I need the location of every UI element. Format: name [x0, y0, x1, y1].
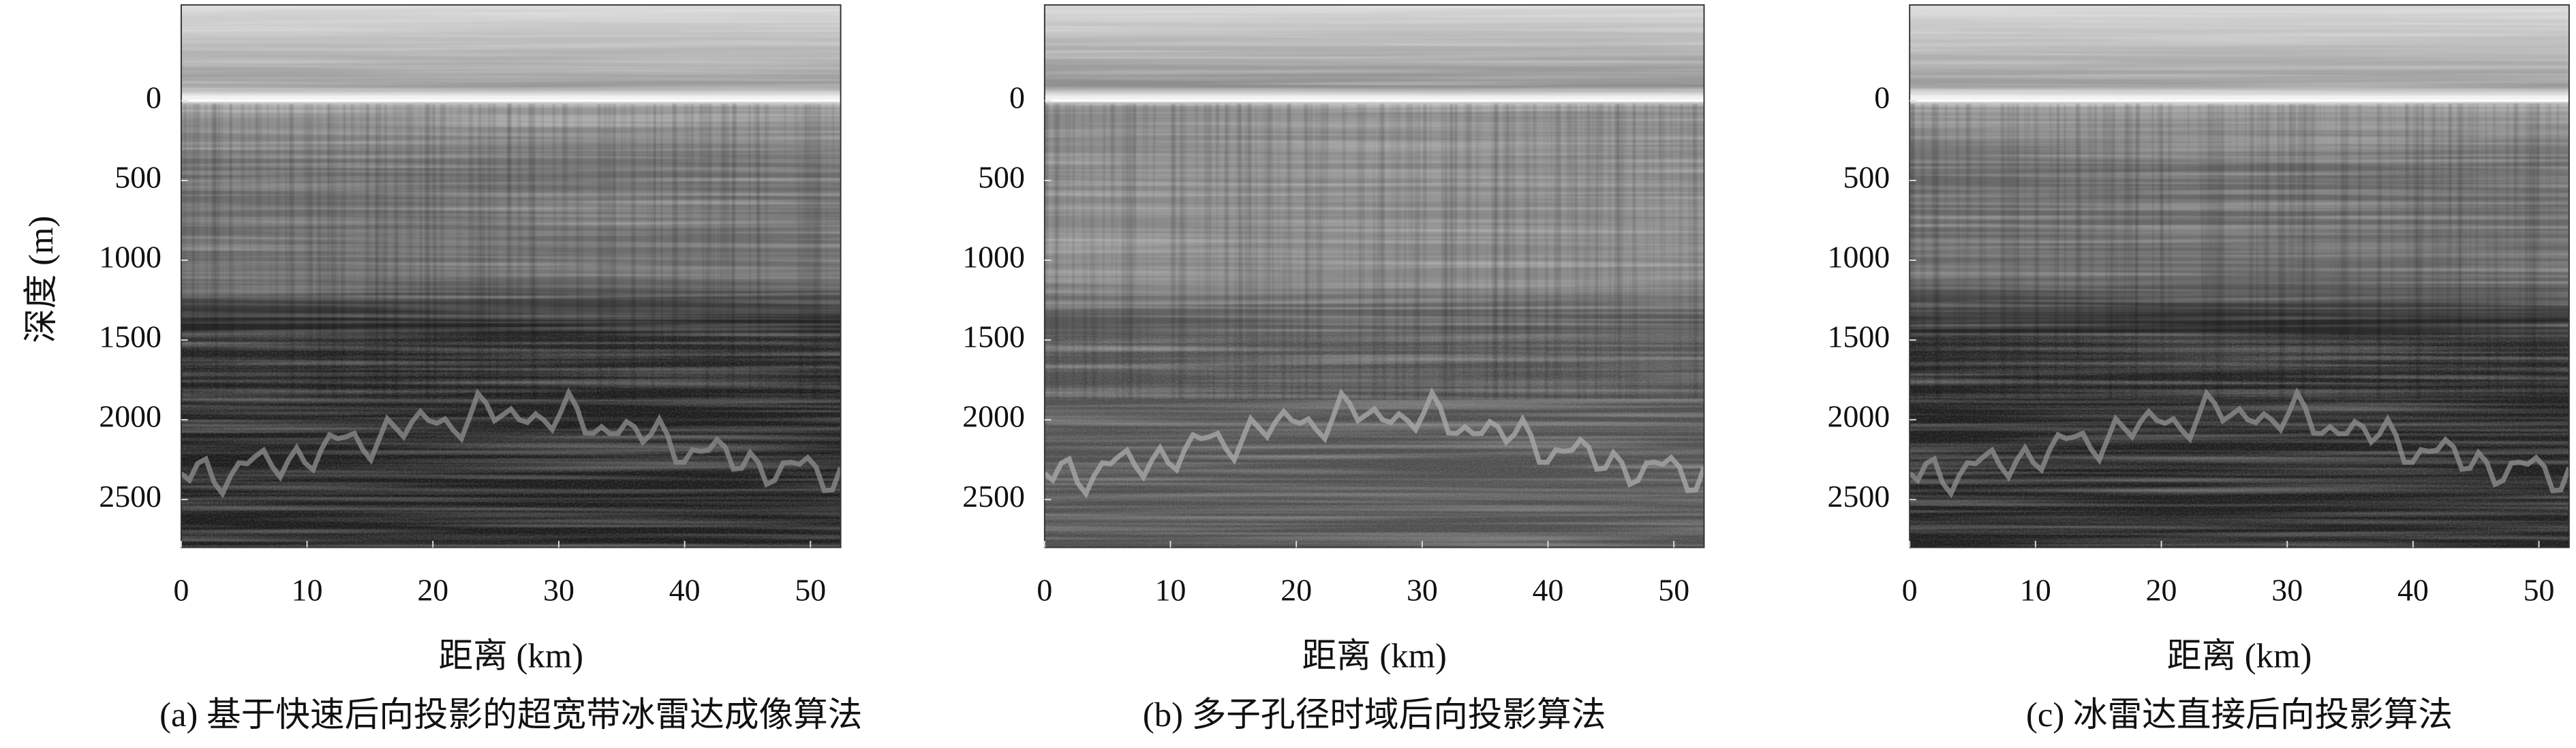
x-tick-label: 40	[669, 573, 701, 608]
x-tick-label: 0	[1037, 573, 1052, 608]
y-tick-label: 1500	[962, 320, 1025, 354]
bed-echo	[181, 387, 841, 499]
y-tick-label: 0	[1009, 80, 1025, 114]
x-tick-label: 20	[1281, 573, 1312, 608]
radar-image	[1910, 5, 2569, 548]
y-tick-label: 1000	[99, 240, 162, 275]
x-tick-label: 50	[2524, 573, 2555, 608]
y-tick-label: 500	[978, 159, 1025, 194]
panel: 0 500 1000 1500 2000 2500 0 10 20 30 40 50 距离 (km) (c…	[1828, 4, 2570, 734]
x-tick-label: 10	[292, 573, 323, 608]
x-tick-label: 40	[1533, 573, 1564, 608]
x-tick-label: 0	[173, 573, 189, 608]
image-speckle	[1044, 333, 1704, 548]
y-tick-label: 1000	[1828, 240, 1890, 275]
x-axis-label: 距离 (km)	[1302, 636, 1446, 674]
caption: (a) 基于快速后向投影的超宽带冰雷达成像算法	[159, 696, 862, 734]
y-tick-label: 1500	[99, 320, 162, 354]
y-tick-label: 500	[114, 159, 162, 194]
y-tick-label: 2500	[962, 479, 1025, 514]
y-tick-label: 1500	[1828, 320, 1890, 354]
y-tick-label: 0	[1874, 80, 1890, 114]
plot-frame	[180, 4, 842, 548]
x-tick-label: 40	[2397, 573, 2429, 608]
y-tick-label: 2000	[99, 399, 162, 434]
y-tick-label: 2000	[962, 399, 1025, 434]
panel: 0 500 1000 1500 2000 2500 0 10 20 30 40 50 距离 (km) (b…	[962, 4, 1705, 734]
image-speckle	[181, 333, 841, 548]
bed-echo	[1910, 387, 2569, 499]
radar-image	[1044, 5, 1704, 548]
x-axis-label: 距离 (km)	[2167, 636, 2312, 674]
x-tick-label: 20	[2146, 573, 2177, 608]
y-tick-label: 500	[1843, 159, 1890, 194]
radar-image	[181, 5, 841, 548]
y-tick-label: 1000	[962, 240, 1025, 275]
plot-frame	[1043, 4, 1705, 548]
x-tick-label: 50	[1658, 573, 1689, 608]
caption: (b) 多子孔径时域后向投影算法	[1143, 696, 1606, 734]
x-tick-label: 30	[2271, 573, 2303, 608]
plot-frame	[1909, 4, 2570, 548]
x-tick-label: 20	[417, 573, 448, 608]
y-tick-label: 2500	[1828, 479, 1890, 514]
x-axis-label: 距离 (km)	[439, 636, 583, 674]
panel: 0 500 1000 1500 2000 2500 0 10 20 30 40 50 距离 (km) 深度…	[22, 4, 862, 734]
y-tick-label: 0	[146, 80, 162, 114]
y-tick-label: 2500	[99, 479, 162, 514]
image-speckle	[1910, 333, 2569, 548]
x-tick-label: 10	[2020, 573, 2051, 608]
x-tick-label: 0	[1902, 573, 1918, 608]
caption: (c) 冰雷达直接后向投影算法	[2026, 696, 2453, 734]
x-tick-label: 30	[543, 573, 574, 608]
y-axis-label: 深度 (m)	[22, 216, 60, 343]
bed-echo	[1044, 387, 1704, 499]
x-tick-label: 10	[1155, 573, 1186, 608]
y-tick-label: 2000	[1828, 399, 1890, 434]
x-tick-label: 50	[795, 573, 826, 608]
x-tick-label: 30	[1407, 573, 1438, 608]
